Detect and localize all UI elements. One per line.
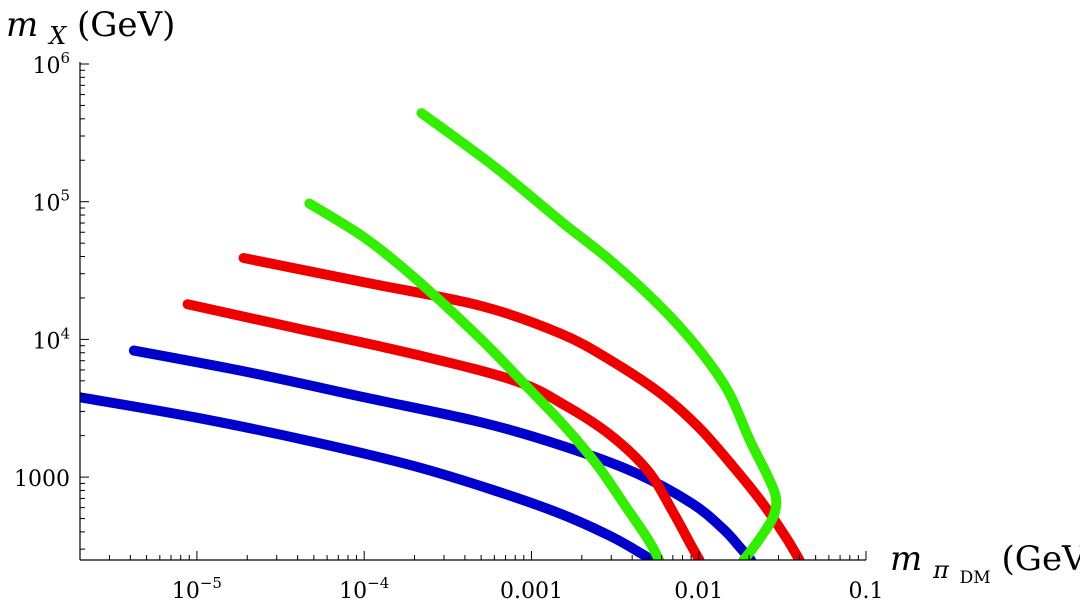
x-tick-label: 10−4 — [339, 574, 389, 604]
series-line-6 — [416, 108, 782, 560]
x-tick-label: 0.1 — [849, 579, 884, 604]
x-axis-title-unit: (GeV) — [1002, 539, 1080, 579]
y-axis-title-unit: (GeV) — [77, 5, 175, 45]
x-axis-title-sub: π — [932, 556, 950, 584]
axes-layer: 10−5 10−4 0.001 0.01 0.1 1000 104 105 106 — [14, 49, 884, 604]
y-tick-label: 1000 — [14, 467, 70, 492]
series-line-5 — [304, 198, 665, 560]
x-tick-label: 0.001 — [500, 579, 563, 604]
series-group — [80, 108, 805, 560]
y-tick-label: 104 — [32, 324, 70, 354]
y-axis-title: m X (GeV) — [6, 5, 175, 53]
x-tick-label: 10−5 — [172, 574, 222, 604]
y-tick-label: 106 — [32, 49, 70, 79]
series-line-1 — [80, 392, 657, 560]
y-axis-title-sub: X — [47, 22, 67, 50]
x-axis-title-subsub: DM — [960, 568, 991, 588]
series-line-4 — [238, 253, 805, 560]
x-axis-title: m π DM (GeV) — [890, 539, 1080, 592]
y-tick-label: 105 — [32, 187, 70, 217]
curves-layer — [80, 108, 805, 560]
series-line-3 — [182, 299, 705, 560]
x-tick-label: 0.01 — [674, 579, 723, 604]
y-axis-title-main: m — [6, 5, 38, 45]
series-line-2 — [128, 345, 756, 560]
x-axis-title-main: m — [890, 539, 922, 579]
